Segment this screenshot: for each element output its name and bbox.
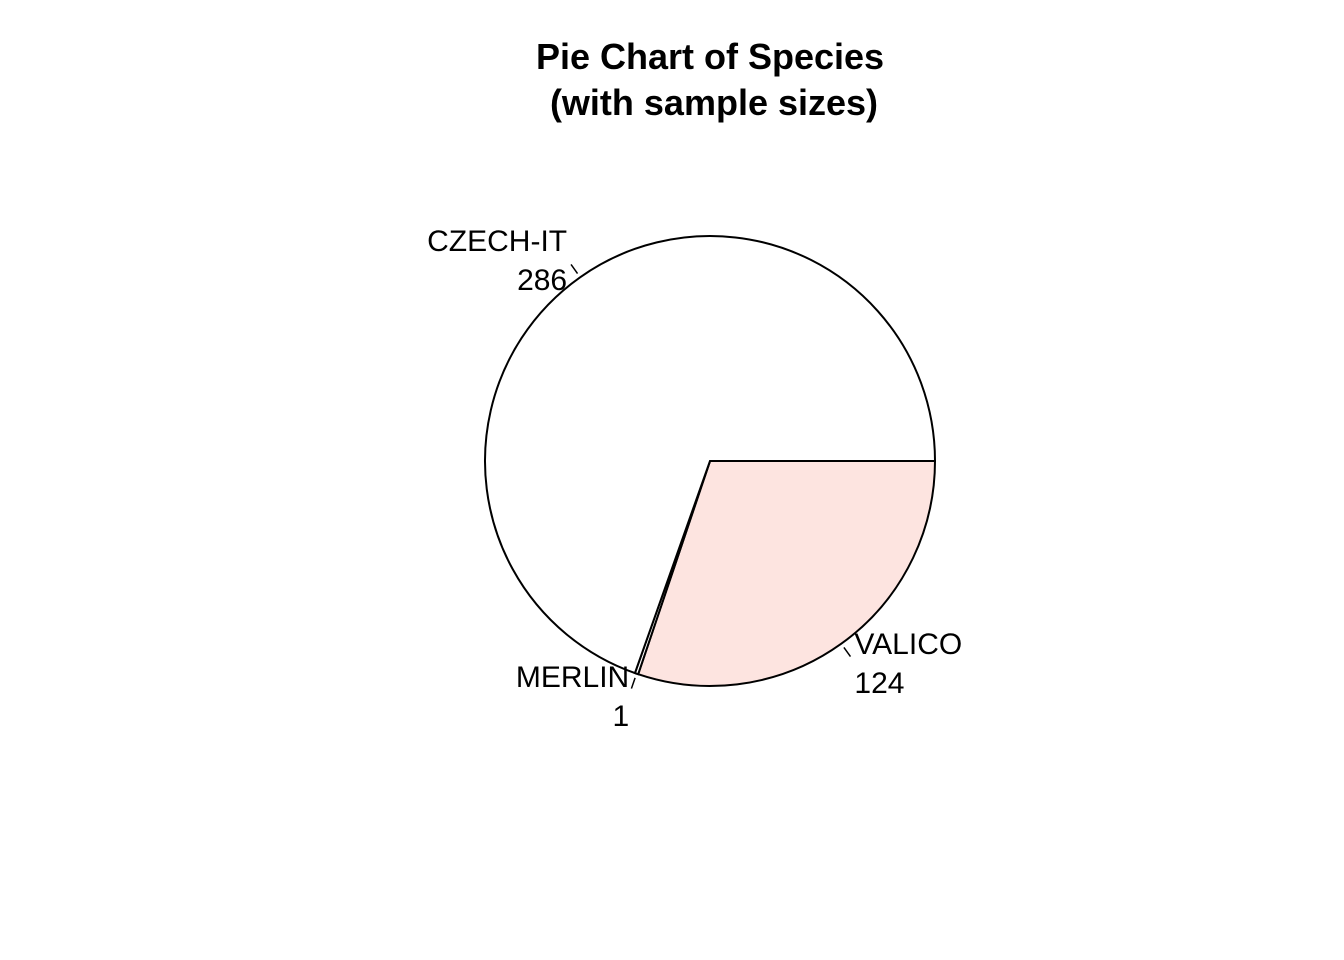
slice-count-valico: 124 (854, 667, 904, 700)
label-leader-czech-it (570, 263, 579, 275)
pie-slice-czech-it (484, 235, 937, 675)
chart-subtitle: (with sample sizes) (550, 82, 878, 123)
label-leader-merlin (630, 677, 636, 689)
pie-slice-valico (636, 460, 937, 687)
slice-count-merlin: 1 (613, 700, 630, 733)
chart-title: Pie Chart of Species (536, 36, 884, 77)
pie-slices (484, 235, 937, 687)
slice-label-merlin: MERLIN (516, 661, 629, 694)
slice-count-czech-it: 286 (517, 264, 567, 297)
slice-label-valico: VALICO (854, 628, 962, 661)
pie-labels: VALICO 124 MERLIN 1 CZECH-IT 286 (427, 225, 962, 733)
label-leader-valico (843, 646, 852, 657)
slice-label-czech-it: CZECH-IT (427, 225, 567, 258)
